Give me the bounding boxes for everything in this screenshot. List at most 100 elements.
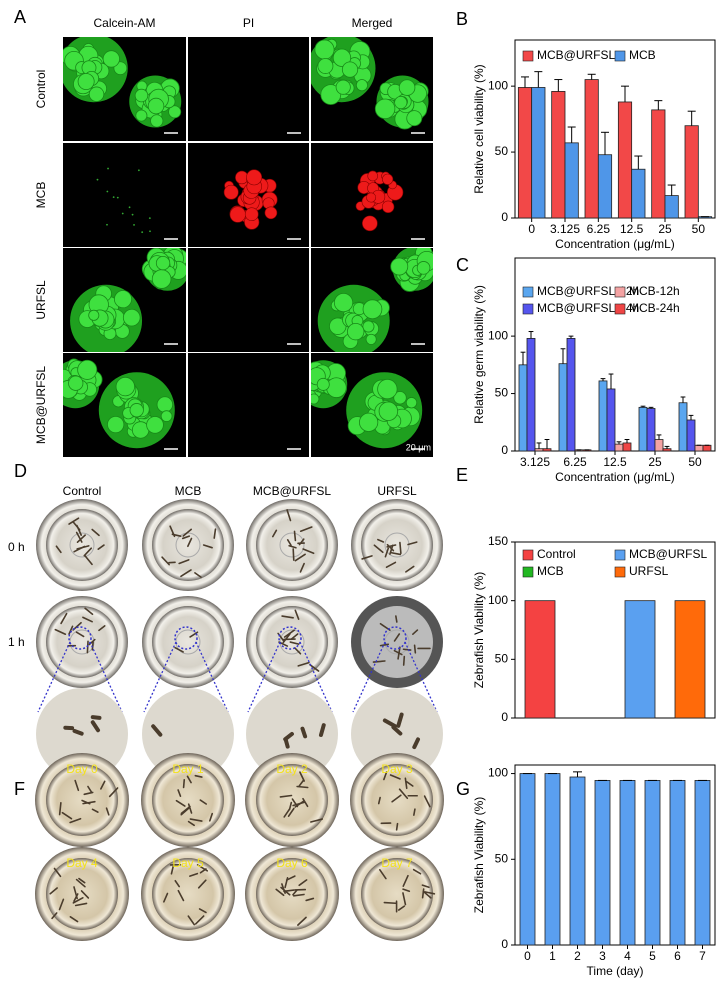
legend-label: MCB@URFSL-24h	[537, 301, 639, 315]
speck	[106, 223, 108, 226]
x-tick-label: 5	[649, 949, 656, 963]
cells	[311, 37, 429, 130]
fish	[181, 535, 191, 540]
fish	[55, 545, 62, 554]
zoom-region	[174, 626, 198, 650]
fish	[294, 609, 300, 620]
error-bar	[648, 406, 654, 409]
speck	[133, 224, 135, 226]
fish	[198, 908, 207, 914]
fish	[377, 538, 385, 543]
legend-swatch	[614, 50, 626, 62]
zoom-fish	[382, 712, 420, 750]
cell	[416, 261, 431, 275]
fish	[75, 531, 83, 543]
fish	[292, 893, 305, 897]
zoom-line	[89, 641, 123, 713]
legend-label: URFSL	[629, 564, 669, 578]
fish	[318, 723, 326, 737]
panel-label: D	[14, 461, 27, 481]
cell	[150, 114, 164, 128]
fish	[72, 728, 84, 736]
dead-cell	[382, 173, 394, 185]
fish	[299, 526, 313, 532]
fish	[383, 901, 397, 905]
fish	[305, 897, 315, 902]
cells	[63, 358, 175, 449]
bar	[624, 600, 656, 719]
fish	[61, 811, 73, 820]
bar	[684, 125, 699, 219]
cell	[359, 412, 379, 432]
dead-cell	[367, 170, 379, 182]
fish	[383, 771, 388, 781]
fish	[74, 902, 88, 907]
bar	[662, 448, 672, 452]
day-label: Day 5	[172, 856, 204, 870]
legend-label: MCB@URFSL	[629, 547, 708, 561]
fish	[76, 534, 86, 543]
day-label: Day 4	[66, 856, 98, 870]
fish	[68, 517, 80, 525]
speck	[116, 196, 119, 199]
zoom-line	[247, 641, 281, 713]
fish	[424, 891, 436, 895]
bar	[674, 600, 706, 719]
fish	[180, 569, 192, 578]
dish-inner	[361, 509, 433, 581]
fish	[299, 562, 305, 573]
cell	[378, 401, 399, 421]
y-axis-label: Relative cell viability (%)	[472, 64, 486, 193]
bar	[619, 780, 636, 946]
x-tick-label: 6.25	[563, 455, 587, 469]
fish	[68, 625, 74, 635]
bar	[598, 380, 608, 452]
fish	[296, 785, 309, 789]
cell	[77, 73, 95, 91]
fish	[194, 572, 202, 578]
speck	[149, 230, 151, 233]
speck	[112, 196, 115, 198]
fish	[78, 877, 86, 884]
fish	[402, 888, 411, 893]
row-label: MCB@URFSL	[34, 366, 48, 445]
bar	[597, 154, 613, 219]
speck	[106, 190, 109, 193]
error-bar	[664, 445, 670, 449]
x-tick-label: 2	[574, 949, 581, 963]
fish	[86, 640, 89, 654]
fish	[390, 551, 402, 556]
y-tick-label: 50	[495, 386, 509, 400]
fish	[389, 544, 394, 555]
error-bar	[521, 76, 529, 88]
day-label: Day 7	[381, 856, 413, 870]
fish	[389, 774, 401, 780]
x-tick-label: 50	[688, 455, 702, 469]
legend-swatch	[522, 286, 534, 298]
fish	[177, 889, 185, 902]
dead-cell	[366, 192, 377, 203]
y-tick-label: 0	[501, 210, 508, 224]
y-tick-label: 100	[488, 766, 508, 780]
zoom-view	[351, 688, 443, 780]
fish	[213, 528, 217, 539]
speck	[137, 169, 140, 172]
cell	[394, 95, 408, 110]
fish	[189, 872, 199, 877]
bar	[531, 87, 546, 219]
fish	[208, 812, 214, 822]
cell	[362, 299, 383, 320]
fish	[275, 888, 285, 897]
plot-frame	[514, 39, 716, 219]
cell	[326, 377, 347, 398]
row-label: URFSL	[34, 280, 48, 320]
error-bar	[587, 73, 596, 80]
dish-inner	[152, 764, 224, 836]
error-bar	[656, 434, 662, 440]
cell	[317, 58, 334, 74]
bar	[526, 338, 536, 452]
fish	[73, 886, 78, 900]
cell	[332, 48, 352, 67]
fish	[74, 779, 80, 792]
dead-cell	[223, 184, 239, 200]
